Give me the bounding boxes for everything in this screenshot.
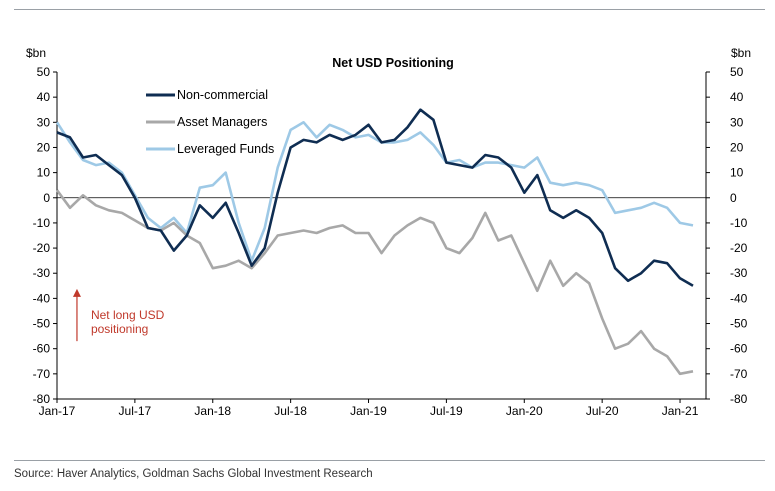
y-tick-label-left: -70 [33,367,51,381]
y-tick-label-right: -30 [730,266,748,280]
y-tick-label-left: 30 [37,115,51,129]
bottom-rule [14,460,765,461]
x-tick-label: Jul-20 [586,404,619,418]
x-tick-label: Jan-20 [506,404,543,418]
y-tick-label-right: -20 [730,241,748,255]
x-tick-label: Jan-17 [39,404,76,418]
right-axis-unit: $bn [731,46,751,60]
x-tick-label: Jul-19 [430,404,463,418]
y-tick-label-left: -30 [33,266,51,280]
y-tick-label-right: -80 [730,392,748,406]
x-tick-label: Jan-18 [194,404,231,418]
series-line-asset-managers [55,189,694,376]
series-lines [55,108,694,376]
series-line-leveraged-funds [55,121,694,262]
x-tick-label: Jan-19 [350,404,387,418]
y-tick-label-right: 40 [730,90,744,104]
series-line-non-commercial [56,108,694,287]
y-tick-label-left: -20 [33,241,51,255]
y-tick-label-left: 0 [43,191,50,205]
axes-layer: 50 50 40 40 30 30 20 20 10 10 0 0 -10 -10 -20 -20 -30 -30… [33,65,748,418]
y-tick-label-left: 20 [37,140,51,154]
legend-label-asset-managers: Asset Managers [177,115,267,129]
y-tick-label-right: 30 [730,115,744,129]
y-tick-label-right: 50 [730,65,744,79]
x-tick-label: Jan-21 [662,404,699,418]
y-tick-label-left: -80 [33,392,51,406]
legend: Non-commercial Asset Managers Leveraged Fu… [146,88,274,156]
source-note: Source: Haver Analytics, Goldman Sachs G… [14,468,373,480]
y-tick-label-left: 40 [37,90,51,104]
y-tick-label-left: 10 [37,166,51,180]
chart-title: Net USD Positioning [332,56,454,70]
x-tick-label: Jul-17 [119,404,152,418]
y-tick-label-right: -50 [730,317,748,331]
annotation-arrow-head [72,288,81,297]
y-tick-label-left: -60 [33,342,51,356]
y-tick-label-right: 0 [730,191,737,205]
x-tick-label: Jul-18 [274,404,307,418]
y-tick-label-left: -50 [33,317,51,331]
y-tick-label-right: -40 [730,291,748,305]
left-axis-unit: $bn [26,46,46,60]
y-tick-label-left: 50 [37,65,51,79]
legend-label-leveraged-funds: Leveraged Funds [177,142,274,156]
y-tick-label-left: -10 [33,216,51,230]
top-rule [14,9,765,10]
y-tick-label-right: 10 [730,166,744,180]
y-tick-label-right: -60 [730,342,748,356]
y-tick-label-right: -70 [730,367,748,381]
annotation-text-line: Net long USD [91,308,165,322]
net-usd-positioning-chart: Net USD Positioning $bn $bn 50 50 40 40 30 30… [26,46,751,418]
annotation-text-line: positioning [91,322,148,336]
y-tick-label-right: -10 [730,216,748,230]
y-tick-label-left: -40 [33,291,51,305]
legend-label-non-commercial: Non-commercial [177,88,268,102]
y-tick-label-right: 20 [730,140,744,154]
